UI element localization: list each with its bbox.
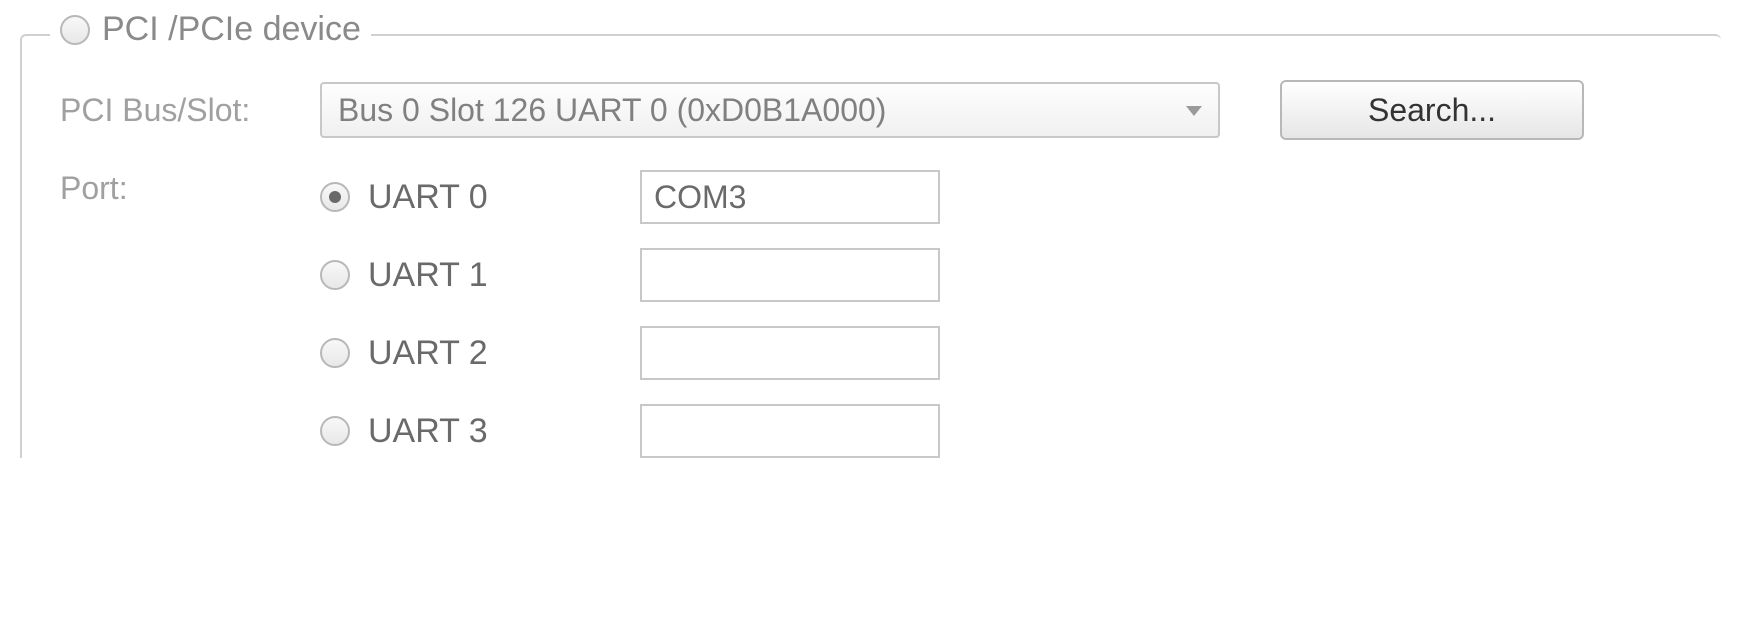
uart0-com-input[interactable]: COM3	[640, 170, 940, 224]
port-radio-wrapper[interactable]: UART 0	[320, 178, 580, 217]
radio-circle-icon	[320, 416, 350, 446]
port-option-uart0: UART 0 COM3	[320, 170, 940, 224]
pci-slot-dropdown[interactable]: Bus 0 Slot 126 UART 0 (0xD0B1A000)	[320, 82, 1220, 138]
pci-slot-label: PCI Bus/Slot:	[60, 92, 320, 129]
radio-circle-icon	[320, 260, 350, 290]
uart0-com-value: COM3	[654, 179, 746, 216]
port-radio-wrapper[interactable]: UART 3	[320, 412, 580, 451]
port-option-uart2: UART 2	[320, 326, 940, 380]
radio-circle-icon	[320, 338, 350, 368]
uart0-radio[interactable]	[320, 182, 350, 212]
uart2-label: UART 2	[368, 334, 488, 373]
search-button-label: Search...	[1368, 92, 1496, 129]
port-row: Port: UART 0 COM3	[60, 170, 1721, 458]
port-label: Port:	[60, 170, 320, 207]
uart3-radio[interactable]	[320, 416, 350, 446]
chevron-down-icon	[1186, 106, 1202, 116]
pci-slot-selected-value: Bus 0 Slot 126 UART 0 (0xD0B1A000)	[338, 92, 886, 129]
port-option-uart1: UART 1	[320, 248, 940, 302]
radio-dot-icon	[329, 191, 341, 203]
search-button[interactable]: Search...	[1280, 80, 1584, 140]
port-radio-wrapper[interactable]: UART 2	[320, 334, 580, 373]
uart0-label: UART 0	[368, 178, 488, 217]
port-options-list: UART 0 COM3 UART 1	[320, 170, 940, 458]
uart1-label: UART 1	[368, 256, 488, 295]
port-option-uart3: UART 3	[320, 404, 940, 458]
port-radio-wrapper[interactable]: UART 1	[320, 256, 580, 295]
groupbox-content: PCI Bus/Slot: Bus 0 Slot 126 UART 0 (0xD…	[20, 40, 1721, 458]
uart3-com-input[interactable]	[640, 404, 940, 458]
pci-slot-row: PCI Bus/Slot: Bus 0 Slot 126 UART 0 (0xD…	[60, 80, 1721, 140]
uart1-com-input[interactable]	[640, 248, 940, 302]
uart2-radio[interactable]	[320, 338, 350, 368]
uart1-radio[interactable]	[320, 260, 350, 290]
uart3-label: UART 3	[368, 412, 488, 451]
uart2-com-input[interactable]	[640, 326, 940, 380]
pci-device-groupbox: PCI /PCIe device PCI Bus/Slot: Bus 0 Slo…	[20, 10, 1721, 458]
